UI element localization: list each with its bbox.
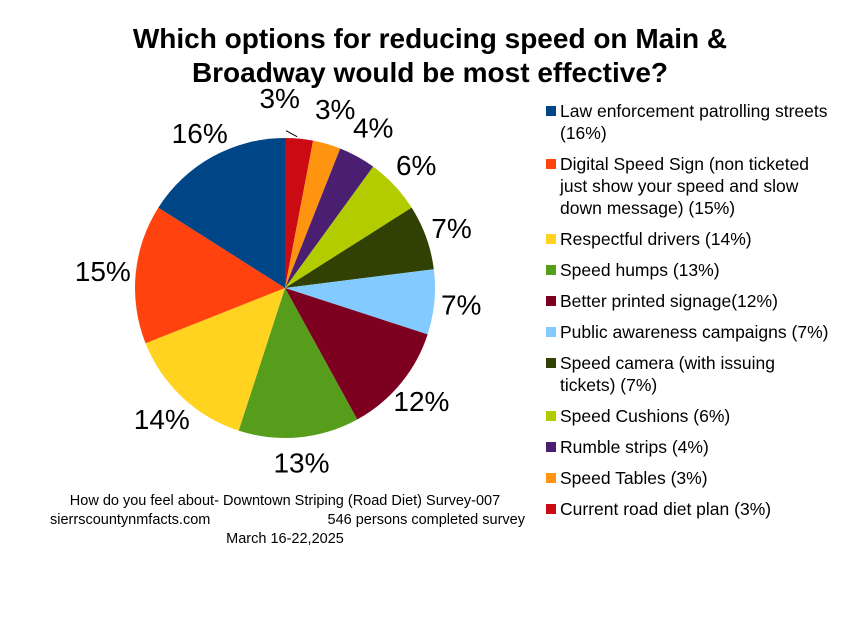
slice-data-label: 15% <box>75 256 131 287</box>
legend-label: Rumble strips (4%) <box>560 437 709 457</box>
legend-swatch <box>546 327 556 337</box>
chart-title-line-2: Broadway would be most effective? <box>191 57 669 88</box>
legend-swatch <box>546 504 556 514</box>
legend-swatch <box>546 442 556 452</box>
legend-label: Current road diet plan (3%) <box>560 499 772 519</box>
legend-swatch <box>546 159 556 169</box>
slice-data-label: 6% <box>396 150 436 181</box>
label-leader-line <box>285 130 298 138</box>
legend-item: Speed camera (with issuing tickets) (7%) <box>544 352 859 396</box>
footer-website: sierrscountynmfacts.com <box>50 512 211 528</box>
footer-survey-title: How do you feel about- Downtown Striping… <box>69 493 501 509</box>
legend-label: Speed humps (13%) <box>560 260 720 280</box>
pie-slice <box>238 288 358 439</box>
legend-item: Speed humps (13%) <box>544 259 859 281</box>
chart-title-line-1: Which options for reducing speed on Main… <box>132 23 728 54</box>
legend-swatch <box>546 473 556 483</box>
slice-data-label: 7% <box>431 213 471 244</box>
pie-slice <box>285 140 341 288</box>
legend-item: Better printed signage(12%) <box>544 290 859 312</box>
legend-swatch <box>546 265 556 275</box>
footer-dates: March 16-22,2025 <box>226 531 344 547</box>
slice-data-label: 13% <box>273 448 329 479</box>
legend-swatch <box>546 411 556 421</box>
legend-swatch <box>546 234 556 244</box>
pie-slice <box>285 288 428 420</box>
chart-footer: How do you feel about- Downtown Striping… <box>30 492 540 549</box>
legend-label: Speed camera (with issuing tickets) (7%) <box>560 353 775 395</box>
slice-data-label: 3% <box>315 94 355 125</box>
legend-swatch <box>546 296 556 306</box>
legend-label: Law enforcement patrolling streets (16%) <box>560 101 828 143</box>
slice-data-label: 16% <box>172 118 228 149</box>
legend-swatch <box>546 106 556 116</box>
legend: Law enforcement patrolling streets (16%)… <box>544 100 859 529</box>
slice-data-label: 4% <box>353 113 393 144</box>
legend-item: Public awareness campaigns (7%) <box>544 321 859 343</box>
legend-label: Digital Speed Sign (non ticketed just sh… <box>560 154 810 218</box>
legend-item: Digital Speed Sign (non ticketed just sh… <box>544 153 859 219</box>
pie-slice <box>285 166 412 288</box>
legend-item: Rumble strips (4%) <box>544 436 859 458</box>
legend-item: Current road diet plan (3%) <box>544 498 859 520</box>
pie-slice <box>134 207 285 344</box>
slice-data-label: 14% <box>134 404 190 435</box>
legend-label: Respectful drivers (14%) <box>560 229 752 249</box>
slice-data-label: 12% <box>393 386 449 417</box>
legend-swatch <box>546 358 556 368</box>
legend-item: Respectful drivers (14%) <box>544 228 859 250</box>
legend-item: Speed Tables (3%) <box>544 467 859 489</box>
pie-labels: 3% 3%4%6%7%7%12%13%14%15%16% <box>75 83 482 479</box>
pie-slice <box>145 288 285 431</box>
pie-slice <box>285 207 434 288</box>
pie-slice <box>285 138 314 288</box>
legend-label: Speed Tables (3%) <box>560 468 708 488</box>
footer-respondents: 546 persons completed survey <box>327 512 525 528</box>
legend-label: Better printed signage(12%) <box>560 291 778 311</box>
slice-data-label: 3% <box>259 83 299 114</box>
legend-label: Public awareness campaigns (7%) <box>560 322 829 342</box>
pie-slices <box>134 138 436 439</box>
pie-slice <box>285 148 374 288</box>
pie-slice <box>158 138 285 288</box>
legend-item: Law enforcement patrolling streets (16%) <box>544 100 859 144</box>
chart-title: Which options for reducing speed on Main… <box>60 22 800 90</box>
legend-item: Speed Cushions (6%) <box>544 405 859 427</box>
slice-data-label: 7% <box>441 290 481 321</box>
legend-label: Speed Cushions (6%) <box>560 406 731 426</box>
pie-slice <box>285 269 436 335</box>
